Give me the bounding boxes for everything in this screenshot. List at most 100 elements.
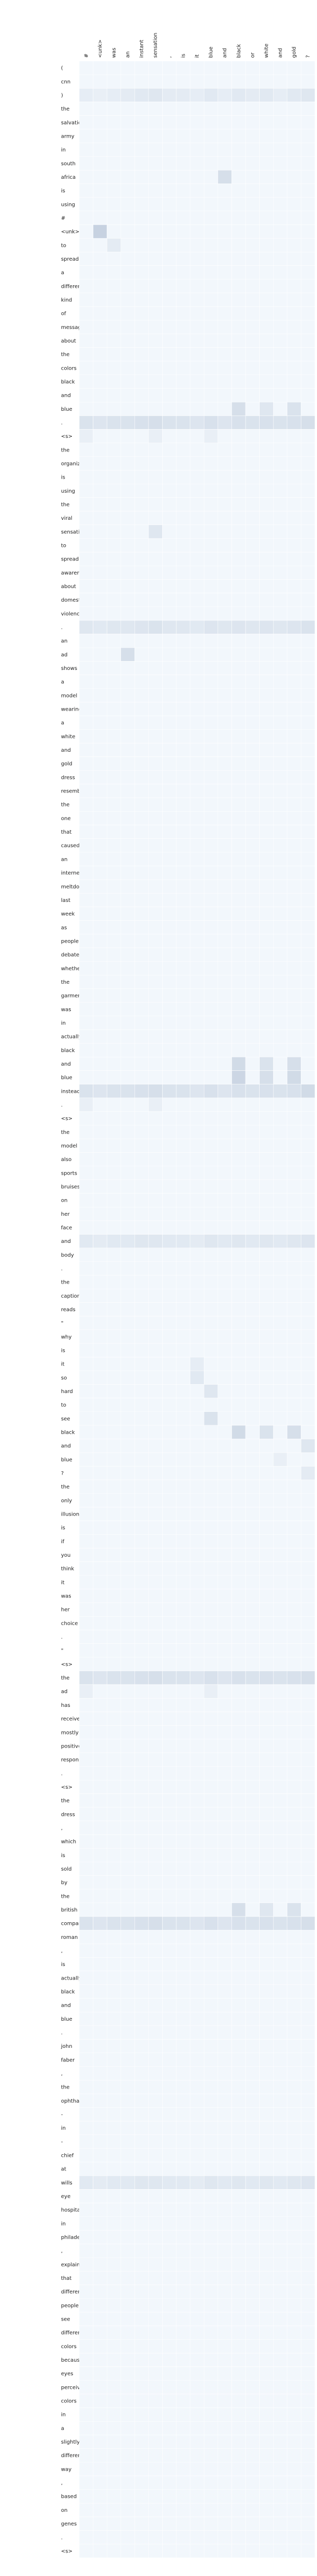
heatmap-cell [93,1029,107,1044]
heatmap-cell [162,907,177,921]
heatmap-cell [93,224,107,239]
heatmap-cell [79,2216,93,2231]
heatmap-cell [259,1179,274,1194]
heatmap-cell [162,852,177,866]
heatmap-cell [245,1739,260,1753]
heatmap-cell [106,538,121,553]
heatmap-cell [301,2243,315,2258]
heatmap-cell [231,401,246,416]
heatmap-cell [287,1261,301,1276]
y-tick-label: blue [61,407,72,412]
heatmap-cell [162,2366,177,2381]
heatmap-cell [135,197,149,212]
heatmap-cell [120,2544,135,2558]
y-tick-label: , [61,1825,63,1831]
heatmap-cell [176,1930,191,1944]
heatmap-cell [93,483,107,498]
y-tick-label: . [61,1771,63,1777]
heatmap-cell [259,2530,274,2545]
x-tick-label: white [264,44,270,58]
heatmap-cell [93,1302,107,1316]
heatmap-cell [217,1684,232,1699]
heatmap-cell [148,2517,163,2531]
heatmap-cell [259,1384,274,1398]
heatmap-cell [273,197,288,212]
heatmap-cell [231,2148,246,2163]
heatmap-cell [259,2148,274,2163]
heatmap-cell [162,1507,177,1521]
heatmap-cell [217,620,232,634]
heatmap-cell [106,252,121,266]
heatmap-cell [245,238,260,252]
heatmap-cell [273,2517,288,2531]
heatmap-cell [190,593,204,607]
heatmap-cell [120,1466,135,1480]
heatmap-cell [176,142,191,157]
heatmap-cell [190,1684,204,1699]
heatmap-cell [287,838,301,853]
heatmap-cell [273,443,288,457]
heatmap-cell [176,1288,191,1303]
heatmap-cell [190,1002,204,1017]
heatmap-cell [106,1466,121,1480]
heatmap-cell [162,1493,177,1508]
heatmap-cell [93,1507,107,1521]
heatmap-cell [217,156,232,170]
heatmap-cell [301,647,315,662]
heatmap-cell [203,2448,218,2463]
heatmap-cell [273,1684,288,1699]
heatmap-cell [79,2121,93,2135]
heatmap-cell [245,552,260,566]
heatmap-cell [217,252,232,266]
heatmap-cell [217,388,232,402]
heatmap-cell [106,511,121,526]
heatmap-cell [287,1139,301,1153]
heatmap-cell [148,2066,163,2081]
heatmap-cell [259,811,274,825]
heatmap-cell [301,1602,315,1617]
heatmap-cell [273,401,288,416]
heatmap-cell [162,102,177,116]
heatmap-cell [162,1944,177,1958]
heatmap-cell [259,483,274,498]
heatmap-cell [176,947,191,962]
heatmap-cell [79,1288,93,1303]
heatmap-cell [176,1002,191,1017]
heatmap-cell [162,2230,177,2244]
heatmap-cell [106,1152,121,1167]
heatmap-cell [259,347,274,362]
heatmap-cell [259,1016,274,1030]
heatmap-cell [79,961,93,975]
y-tick-label: was [61,1594,71,1600]
y-tick-label: the [61,1894,69,1899]
heatmap-cell [273,211,288,225]
heatmap-cell [273,2107,288,2121]
heatmap-cell [203,2257,218,2272]
heatmap-cell [301,374,315,389]
heatmap-cell [217,2121,232,2135]
heatmap-cell [135,1329,149,1344]
heatmap-cell [176,1561,191,1576]
heatmap-cell [287,552,301,566]
heatmap-cell [301,170,315,184]
heatmap-cell [231,74,246,89]
heatmap-cell [162,1930,177,1944]
heatmap-cell [301,1507,315,1521]
heatmap-cell [79,2011,93,2026]
heatmap-cell [203,1616,218,1630]
heatmap-cell [162,1793,177,1808]
heatmap-cell [273,374,288,389]
heatmap-cell [148,115,163,130]
heatmap-cell [259,879,274,894]
heatmap-cell [203,2148,218,2163]
heatmap-cell [176,2039,191,2054]
heatmap-cell [273,1398,288,1412]
heatmap-cell [245,2134,260,2149]
heatmap-cell [273,347,288,362]
heatmap-cell [273,1234,288,1249]
heatmap-cell [135,1438,149,1453]
heatmap-cell [301,2503,315,2517]
heatmap-cell [176,2325,191,2340]
heatmap-cell [135,633,149,648]
heatmap-cell [148,1111,163,1126]
